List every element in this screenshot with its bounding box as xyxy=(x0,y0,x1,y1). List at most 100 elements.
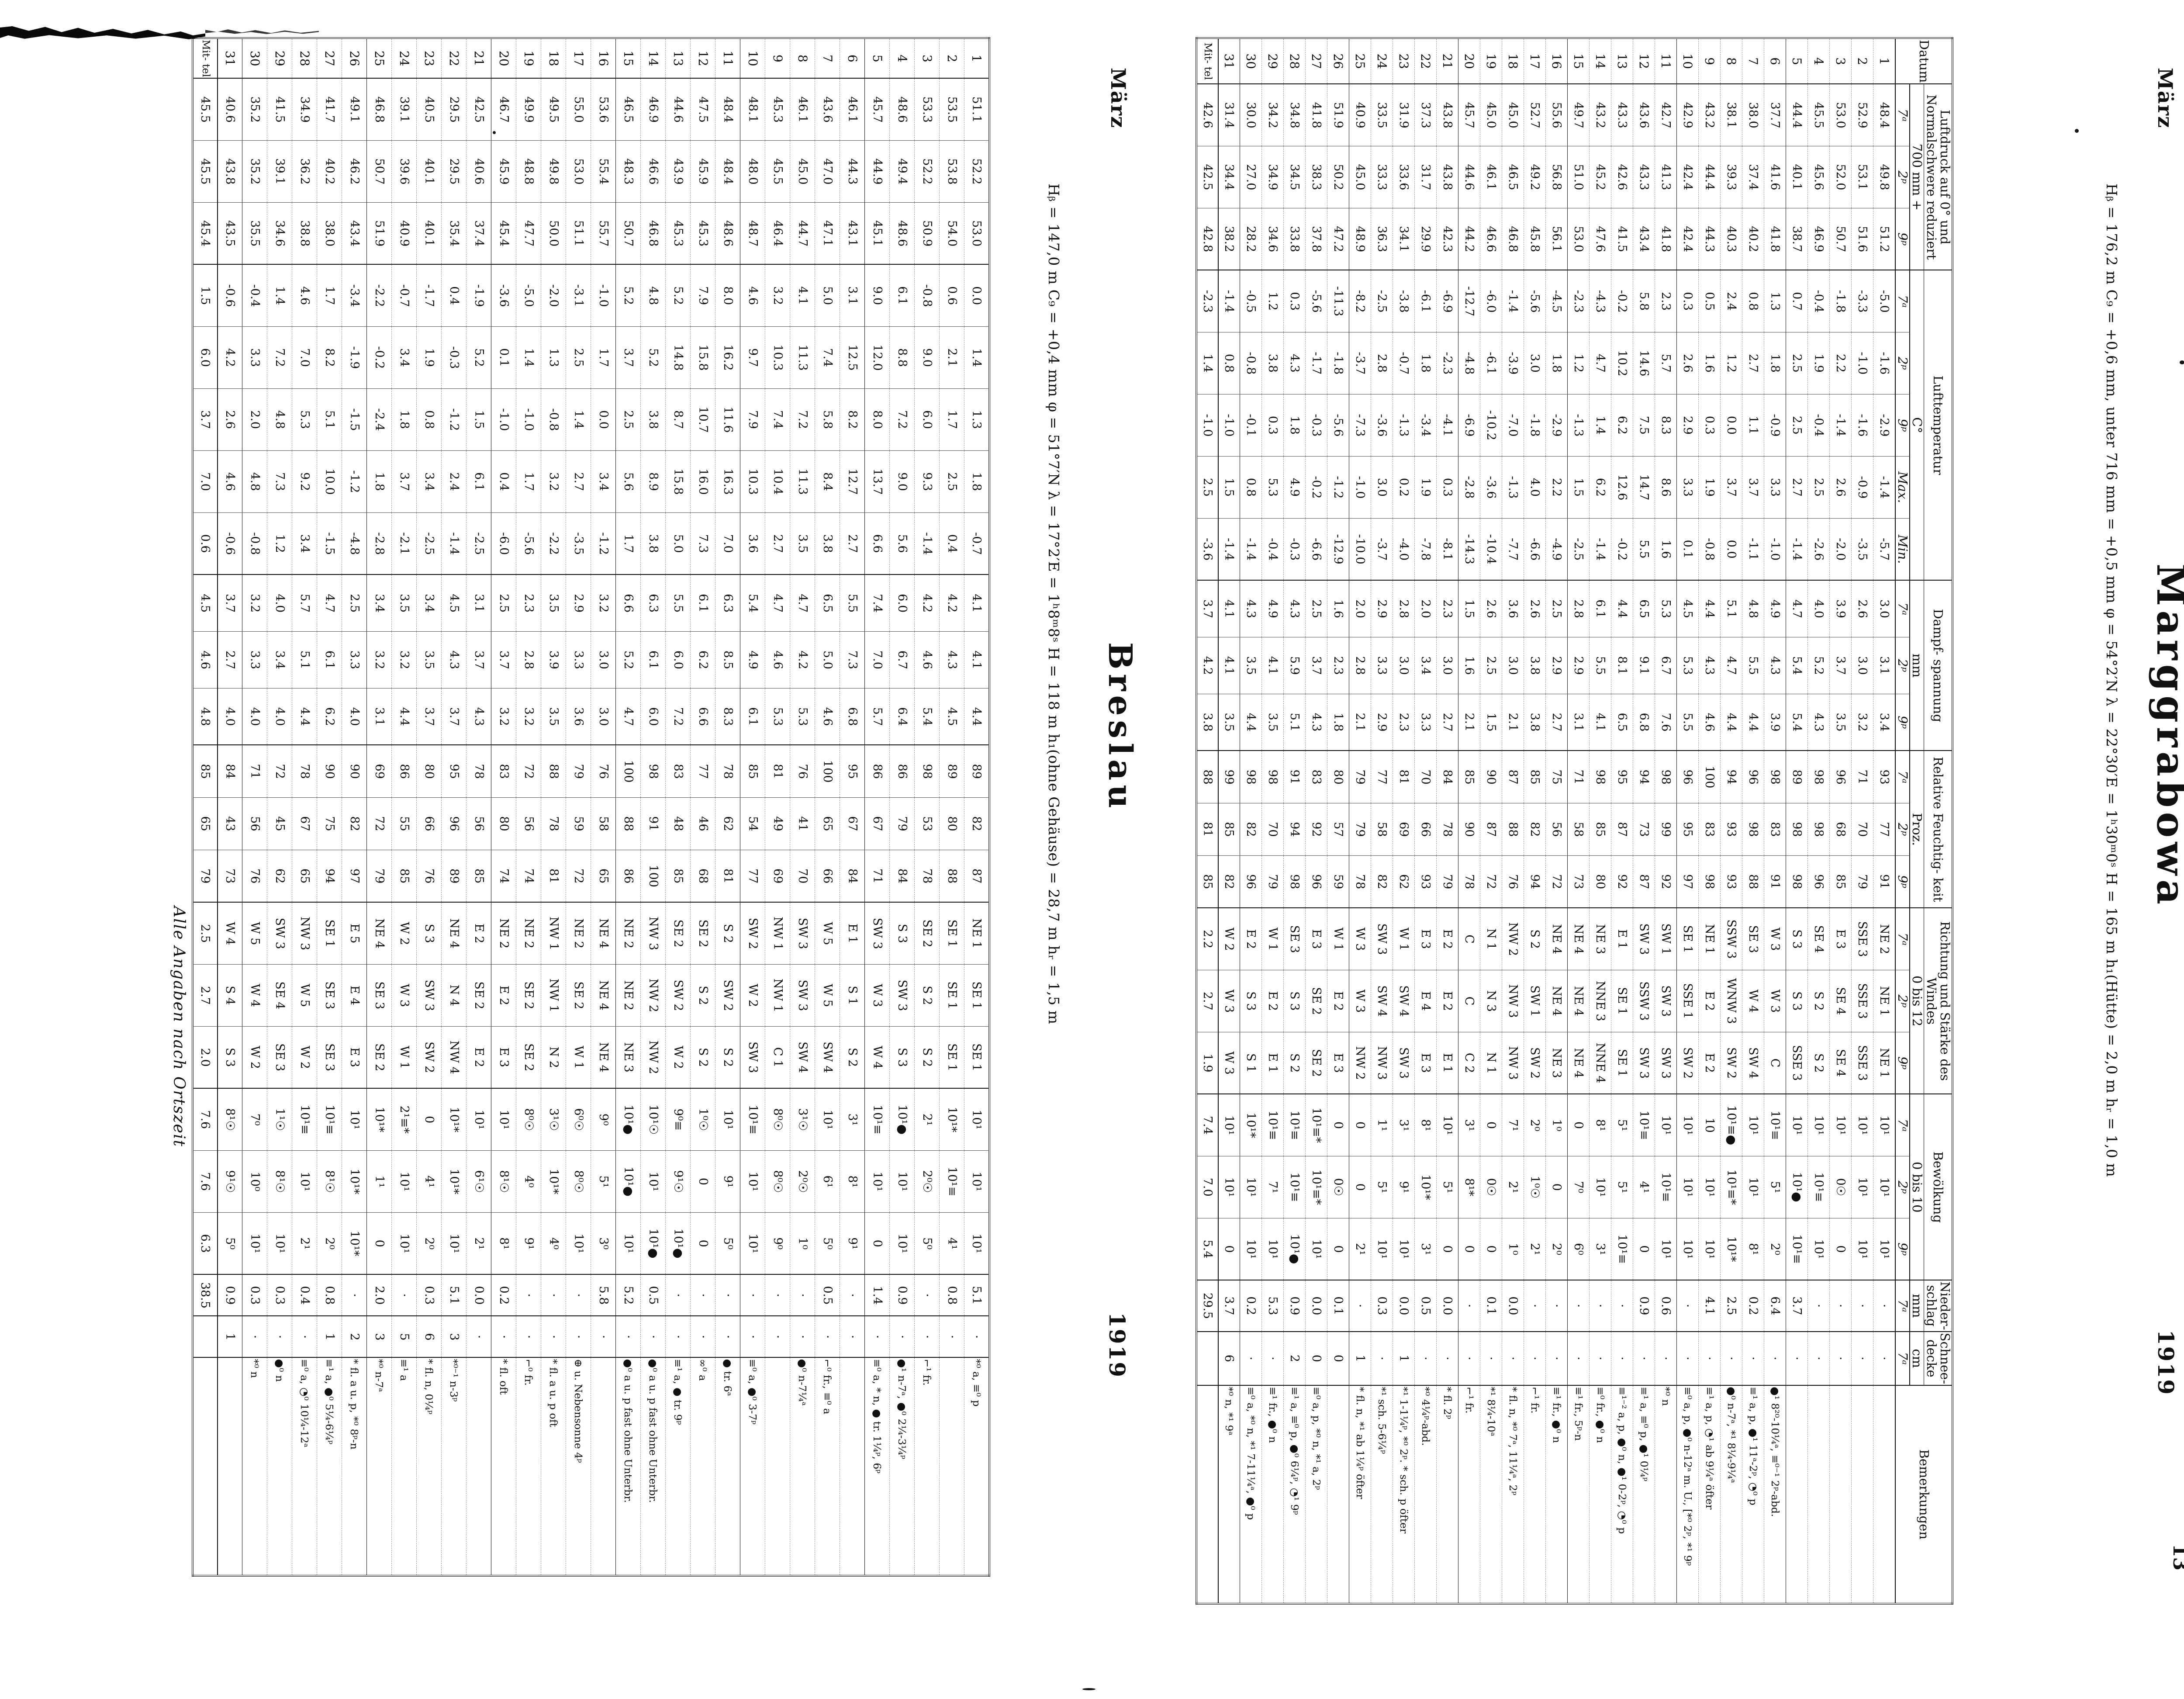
value-cell: 5.4 xyxy=(1786,694,1808,751)
value-cell: 0 xyxy=(1327,1218,1349,1280)
value-cell: 2.5 xyxy=(1545,580,1568,637)
value-cell: -1.2 xyxy=(442,388,467,451)
value-cell: 1.7 xyxy=(940,388,964,451)
value-cell: 56.8 xyxy=(1545,146,1568,208)
value-cell: ⌐⁰ fr., ≡⁰ a xyxy=(815,1357,840,1576)
value-cell: 44.6 xyxy=(666,78,691,141)
value-cell: NE 1 xyxy=(1873,1032,1895,1094)
value-cell: *⁰ n xyxy=(242,1357,267,1576)
value-cell xyxy=(591,1357,616,1576)
value-cell: 4.4 xyxy=(1720,694,1742,751)
value-cell: 10¹ xyxy=(392,1150,417,1213)
date-cell: 7 xyxy=(1742,38,1764,84)
value-cell: *¹ 8¼-10ᵃ xyxy=(1480,1385,1502,1604)
value-cell: NW 2 xyxy=(641,1026,666,1089)
value-cell: 4.1 xyxy=(1589,694,1611,751)
value-cell: 72 xyxy=(367,797,392,850)
value-cell: 76 xyxy=(242,850,267,903)
value-cell: 5 xyxy=(392,1316,417,1358)
value-cell: -0.8 xyxy=(242,512,267,575)
column-header: Bemerkungen xyxy=(1895,1385,1952,1604)
value-cell: SW 4 xyxy=(815,1026,840,1089)
value-cell: 53.0 xyxy=(566,140,591,203)
value-cell: 0.0 xyxy=(1305,1280,1327,1332)
value-cell: SW 3 xyxy=(740,1026,765,1089)
date-cell: 13 xyxy=(666,38,691,79)
value-cell: 50.7 xyxy=(616,202,641,265)
value-cell: 1.7 xyxy=(317,264,342,327)
value-cell: 4.4 xyxy=(1611,580,1633,637)
value-cell: -0.1 xyxy=(1240,394,1262,457)
value-cell: 3.3 xyxy=(1764,456,1786,519)
value-cell: 2¹ xyxy=(1524,1218,1546,1280)
value-cell: 85 xyxy=(1524,751,1546,803)
value-cell: 39.1 xyxy=(392,78,417,141)
day-row: 17 55.0 53.0 51.1 -3.1 2.5 1.4 2.7 -3.5 2.9 3.3 3.6… xyxy=(566,38,591,1576)
value-cell: 0☉ xyxy=(1829,1156,1852,1218)
value-cell: 5.3 xyxy=(1676,637,1699,694)
value-cell: *¹ sch. 5-6¼ᵖ xyxy=(1371,1385,1393,1604)
value-cell: 6.1 xyxy=(641,631,666,689)
value-cell: -3.5 xyxy=(566,512,591,575)
value-cell: -5.0 xyxy=(1873,270,1895,332)
value-cell: 5.1 xyxy=(442,1274,467,1316)
value-cell: 65 xyxy=(591,850,616,903)
value-cell: 10¹ xyxy=(1218,1156,1240,1218)
value-cell: N 2 xyxy=(541,1026,566,1089)
value-cell: 79 xyxy=(1436,855,1458,908)
value-cell: 2.7 xyxy=(193,964,218,1027)
value-cell: 0.0 xyxy=(1720,394,1742,457)
value-cell: 98 xyxy=(1742,803,1764,856)
value-cell: 39.1 xyxy=(267,140,292,203)
value-cell: SE 2 xyxy=(516,1026,541,1089)
value-cell: 49.2 xyxy=(1524,146,1546,208)
value-cell: E 5 xyxy=(342,902,367,965)
date-cell: 2 xyxy=(940,38,964,79)
value-cell: · xyxy=(815,1316,840,1358)
value-cell: 43.9 xyxy=(666,140,691,203)
value-cell: 92 xyxy=(1611,855,1633,908)
value-cell: 53.0 xyxy=(1567,208,1590,270)
value-cell: 31.4 xyxy=(1218,84,1240,146)
value-cell: 9.2 xyxy=(292,450,317,513)
value-cell: SW 3 xyxy=(790,964,815,1027)
value-cell: N 4 xyxy=(442,964,467,1027)
date-cell: 8 xyxy=(790,38,815,79)
value-cell: 53.0 xyxy=(964,202,989,265)
value-cell: 65 xyxy=(292,850,317,903)
value-cell: 41 xyxy=(790,797,815,850)
value-cell: 45.1 xyxy=(865,202,890,265)
date-cell: 12 xyxy=(691,38,715,79)
value-cell: 0 xyxy=(1327,1331,1349,1386)
value-cell: 8¹ xyxy=(1414,1094,1437,1156)
value-cell: 93 xyxy=(1873,751,1895,803)
value-cell: · xyxy=(1524,1280,1546,1332)
value-cell: 1¹☉ xyxy=(267,1088,292,1151)
value-cell: 2.2 xyxy=(1196,908,1218,970)
value-cell: S 3 xyxy=(890,1026,915,1089)
value-cell: 5.6 xyxy=(616,450,641,513)
value-cell: 83 xyxy=(1698,803,1721,856)
value-cell: 72 xyxy=(516,745,541,798)
value-cell: 96 xyxy=(442,797,467,850)
value-cell: 8¹☉ xyxy=(267,1150,292,1213)
value-cell: 10¹≡ xyxy=(940,1150,964,1213)
value-cell: 82 xyxy=(1240,803,1262,856)
value-cell: 10¹ xyxy=(292,1150,317,1213)
value-cell: 1⁰ xyxy=(790,1212,815,1275)
value-cell: -0.3 xyxy=(442,326,467,389)
value-cell: 2.6 xyxy=(1524,580,1546,637)
value-cell: 3.7 xyxy=(1720,456,1742,519)
value-cell: 44.7 xyxy=(790,202,815,265)
value-cell: 48.6 xyxy=(890,78,915,141)
value-cell: 8.1 xyxy=(1611,637,1633,694)
value-cell: 3.2 xyxy=(516,688,541,745)
value-cell: 3.4 xyxy=(591,450,616,513)
value-cell: 37.4 xyxy=(1742,146,1764,208)
value-cell: SW 4 xyxy=(1393,970,1415,1032)
value-cell: 0 xyxy=(1305,1331,1327,1386)
value-cell: -7.8 xyxy=(1414,518,1437,581)
value-cell: 49.7 xyxy=(1567,84,1590,146)
value-cell: -1.0 xyxy=(1851,332,1873,394)
value-cell: 62 xyxy=(267,850,292,903)
